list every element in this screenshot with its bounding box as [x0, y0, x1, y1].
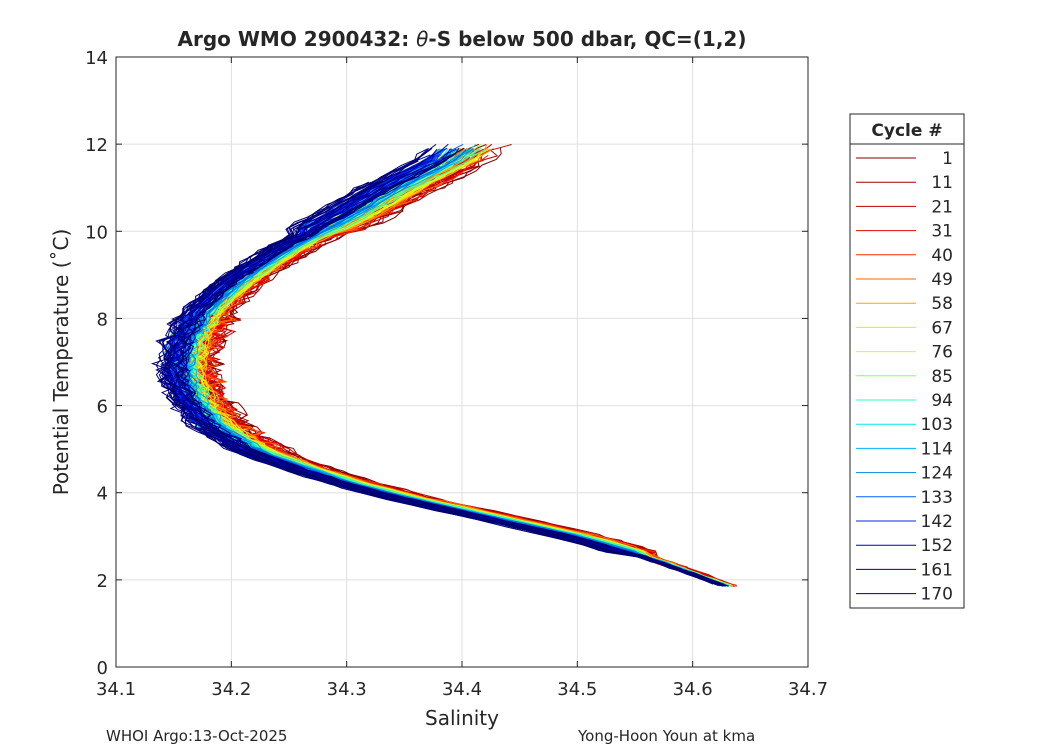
y-tick-label: 6 — [97, 397, 108, 418]
profile-line — [184, 148, 727, 586]
y-tick-label: 0 — [97, 658, 108, 679]
footer-left: WHOI Argo:13-Oct-2025 — [106, 727, 287, 745]
title-suffix: -S below 500 dbar, QC=(1,2) — [428, 27, 746, 51]
x-tick-label: 34.2 — [211, 679, 251, 700]
legend-label-94: 94 — [931, 391, 953, 411]
y-tick-label: 4 — [97, 484, 108, 505]
legend-label-40: 40 — [931, 246, 953, 266]
profile-line — [175, 147, 725, 585]
legend-label-85: 85 — [931, 367, 953, 387]
legend-label-170: 170 — [921, 585, 953, 605]
legend-title: Cycle # — [871, 121, 942, 141]
y-axis-ticks: 0 2 4 6 8 10 12 14 — [85, 48, 808, 679]
legend-label-58: 58 — [931, 294, 953, 314]
legend-label-161: 161 — [921, 560, 953, 580]
footer-right: Yong-Hoon Youn at kma — [577, 727, 755, 745]
profile-line — [190, 165, 726, 586]
legend-label-49: 49 — [931, 270, 953, 290]
legend-label-11: 11 — [931, 173, 953, 193]
legend-label-152: 152 — [921, 536, 953, 556]
legend-box — [849, 113, 965, 609]
legend-label-124: 124 — [921, 464, 953, 484]
x-axis-ticks: 34.1 34.2 34.3 34.4 34.5 34.6 34.7 — [96, 57, 828, 700]
x-tick-label: 34.7 — [788, 679, 828, 700]
x-tick-label: 34.6 — [673, 679, 713, 700]
legend-label-142: 142 — [921, 512, 953, 532]
y-tick-label: 14 — [85, 48, 108, 69]
legend: Cycle # 11121314049586776859410311412413… — [849, 113, 965, 609]
x-tick-label: 34.5 — [557, 679, 597, 700]
plot-area: 34.1 34.2 34.3 34.4 34.5 34.6 34.7 0 2 4 6 8 10 12 14 — [85, 48, 828, 700]
legend-label-114: 114 — [921, 439, 953, 459]
profile-line — [177, 176, 723, 586]
profile-line — [160, 160, 724, 587]
profile-lines — [150, 143, 737, 587]
profile-line — [169, 165, 723, 586]
y-axis-label: Potential Temperature (˚C) — [49, 229, 73, 496]
profile-line — [155, 181, 714, 585]
chart-title: Argo WMO 2900432: θ-S below 500 dbar, QC… — [178, 27, 747, 51]
legend-label-21: 21 — [931, 197, 953, 217]
legend-label-76: 76 — [931, 343, 953, 363]
title-theta-symbol: θ — [416, 27, 428, 51]
legend-label-31: 31 — [931, 222, 953, 242]
title-prefix: Argo WMO 2900432: — [178, 27, 417, 51]
legend-label-133: 133 — [921, 488, 953, 508]
y-tick-label: 12 — [85, 135, 108, 156]
x-tick-label: 34.4 — [442, 679, 482, 700]
y-tick-label: 2 — [97, 571, 108, 592]
legend-label-67: 67 — [931, 318, 953, 338]
y-tick-label: 10 — [85, 222, 108, 243]
legend-items: 1112131404958677685941031141241331421521… — [856, 149, 953, 605]
profile-series-170 — [150, 147, 725, 587]
x-axis-label: Salinity — [425, 706, 499, 730]
legend-label-1: 1 — [942, 149, 953, 169]
x-tick-label: 34.3 — [327, 679, 367, 700]
x-tick-label: 34.1 — [96, 679, 136, 700]
legend-label-103: 103 — [921, 415, 953, 435]
y-tick-label: 8 — [97, 309, 108, 330]
